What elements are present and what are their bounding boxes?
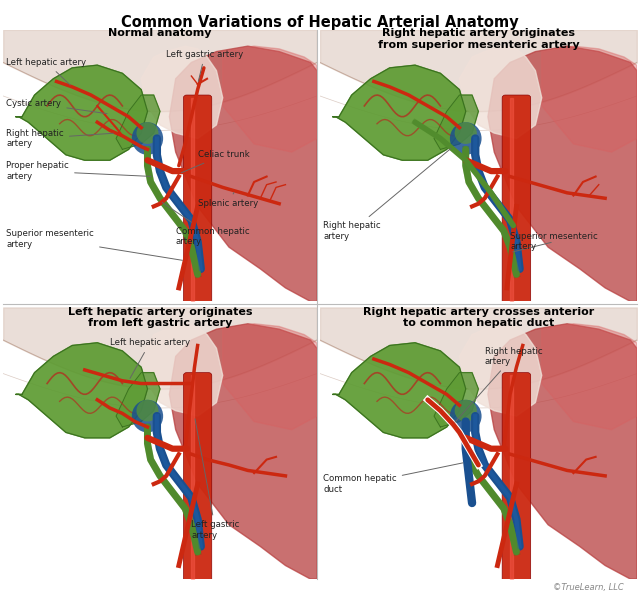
FancyBboxPatch shape — [502, 95, 531, 304]
Text: Common hepatic
duct: Common hepatic duct — [323, 463, 463, 494]
Text: Right hepatic
artery: Right hepatic artery — [455, 347, 542, 422]
Polygon shape — [141, 46, 223, 139]
Ellipse shape — [454, 122, 477, 144]
Polygon shape — [541, 324, 637, 430]
Polygon shape — [16, 65, 147, 160]
Polygon shape — [333, 65, 466, 160]
Polygon shape — [223, 324, 317, 430]
Polygon shape — [116, 373, 160, 427]
Polygon shape — [488, 46, 637, 301]
Polygon shape — [434, 373, 479, 427]
Polygon shape — [223, 46, 317, 152]
Polygon shape — [460, 324, 541, 416]
Ellipse shape — [136, 400, 159, 421]
Text: ©TrueLearn, LLC: ©TrueLearn, LLC — [553, 583, 624, 592]
Text: Cystic artery: Cystic artery — [6, 99, 107, 113]
Text: Left gastric artery: Left gastric artery — [166, 50, 244, 81]
Polygon shape — [488, 324, 637, 579]
Ellipse shape — [132, 400, 163, 432]
Polygon shape — [141, 324, 223, 416]
Polygon shape — [541, 46, 637, 152]
Ellipse shape — [136, 122, 159, 144]
Text: Splenic artery: Splenic artery — [198, 193, 258, 208]
Polygon shape — [333, 343, 466, 438]
Text: Right hepatic artery originates
from superior mesenteric artery: Right hepatic artery originates from sup… — [378, 28, 580, 50]
Text: Normal anatomy: Normal anatomy — [108, 28, 212, 38]
Ellipse shape — [450, 122, 481, 155]
Text: Superior mesenteric
artery: Superior mesenteric artery — [510, 232, 598, 252]
Text: Right hepatic artery crosses anterior
to common hepatic duct: Right hepatic artery crosses anterior to… — [363, 307, 595, 328]
Text: Left hepatic artery originates
from left gastric artery: Left hepatic artery originates from left… — [68, 307, 252, 328]
Polygon shape — [16, 343, 147, 438]
Text: Common Variations of Hepatic Arterial Anatomy: Common Variations of Hepatic Arterial An… — [121, 15, 519, 30]
Text: Left hepatic artery: Left hepatic artery — [110, 338, 190, 378]
Polygon shape — [333, 65, 466, 160]
Text: Celiac trunk: Celiac trunk — [181, 150, 250, 173]
Text: Right hepatic
artery: Right hepatic artery — [323, 149, 451, 241]
FancyBboxPatch shape — [184, 95, 212, 304]
Polygon shape — [16, 65, 147, 160]
Ellipse shape — [132, 122, 163, 155]
Text: Left hepatic artery: Left hepatic artery — [6, 58, 86, 85]
Text: Left gastric
artery: Left gastric artery — [191, 419, 240, 540]
Text: Right hepatic
artery: Right hepatic artery — [6, 129, 113, 148]
FancyBboxPatch shape — [502, 373, 531, 582]
Polygon shape — [333, 343, 466, 438]
Polygon shape — [16, 343, 147, 438]
Polygon shape — [460, 46, 541, 139]
Text: Common hepatic
artery: Common hepatic artery — [163, 202, 250, 246]
Polygon shape — [116, 95, 160, 149]
Text: Proper hepatic
artery: Proper hepatic artery — [6, 161, 151, 181]
Text: Superior mesenteric
artery: Superior mesenteric artery — [6, 229, 182, 260]
Polygon shape — [170, 46, 317, 301]
FancyBboxPatch shape — [184, 373, 212, 582]
Ellipse shape — [454, 400, 477, 421]
Ellipse shape — [450, 400, 481, 432]
Polygon shape — [170, 324, 317, 579]
Polygon shape — [434, 95, 479, 149]
